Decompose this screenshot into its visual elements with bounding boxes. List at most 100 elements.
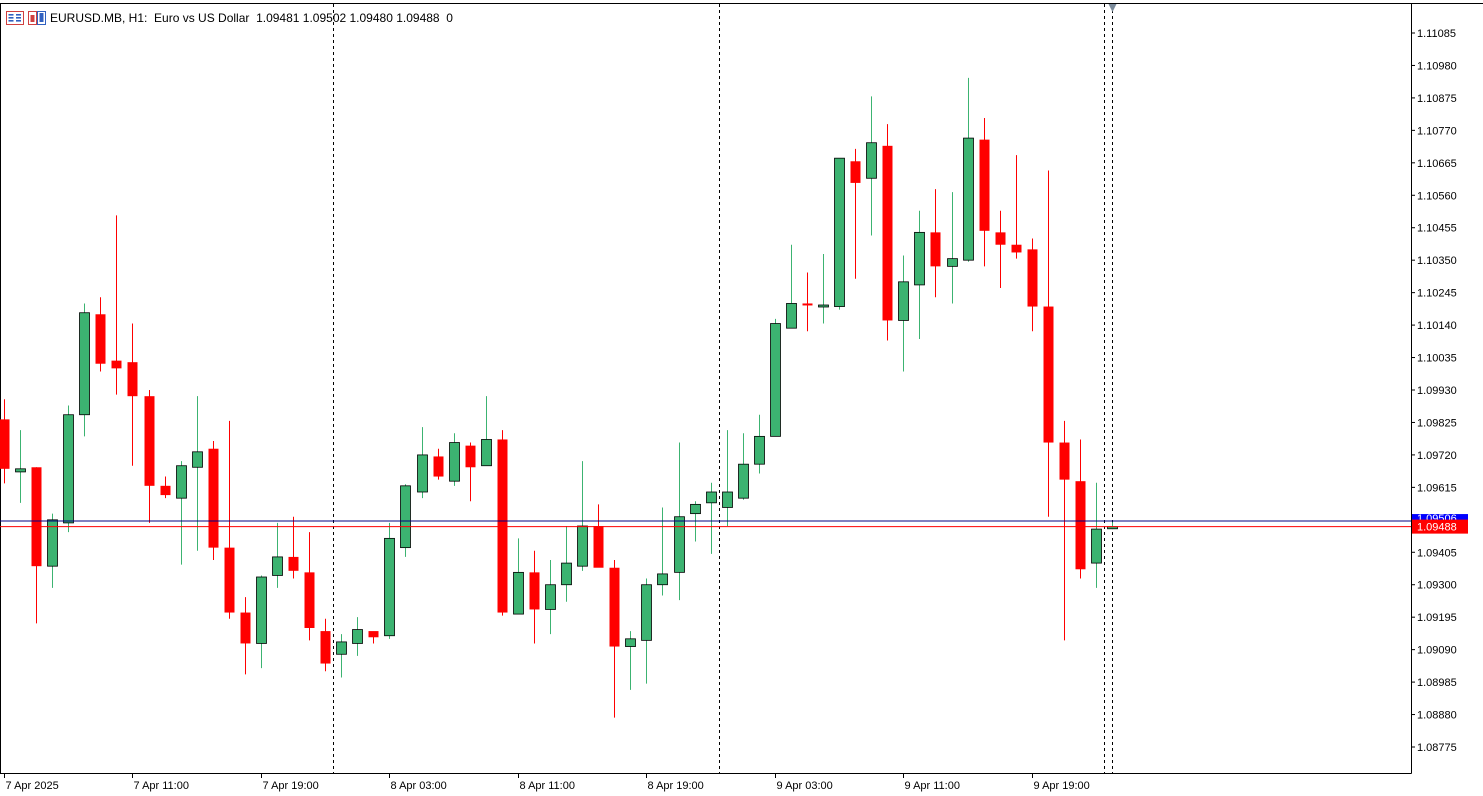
bull-candle <box>866 96 877 236</box>
candle-body <box>0 419 10 469</box>
x-tick-label: 7 Apr 2025 <box>6 780 59 792</box>
x-tick-label: 9 Apr 11:00 <box>905 780 960 792</box>
candle-body <box>754 435 765 465</box>
y-tick-label: 1.10980 <box>1417 60 1457 72</box>
candle-body <box>513 571 524 615</box>
candle-body <box>208 448 219 548</box>
bull-candle <box>15 430 26 503</box>
y-tick-label: 1.10455 <box>1417 223 1457 235</box>
bull-candle <box>722 430 733 526</box>
y-tick-label: 1.10140 <box>1417 320 1457 332</box>
y-tick-label: 1.09825 <box>1417 417 1457 429</box>
candle-body <box>770 323 781 437</box>
x-tick-label: 9 Apr 03:00 <box>777 780 833 792</box>
bear-candle <box>1011 155 1022 259</box>
candle-body <box>914 231 925 286</box>
bull-candle <box>1091 482 1102 588</box>
candle-body <box>995 232 1006 245</box>
candle-body <box>1075 481 1086 570</box>
candle-body <box>930 232 941 267</box>
bull-candle <box>834 157 845 310</box>
bear-candle <box>1043 170 1054 517</box>
y-tick-label: 1.08880 <box>1417 710 1457 722</box>
candle-body <box>240 612 251 644</box>
candle-body <box>786 303 797 329</box>
bull-candle <box>79 303 90 437</box>
bull-candle <box>561 526 572 602</box>
bear-candle <box>127 323 138 466</box>
candle-body <box>288 556 299 571</box>
candle-body <box>898 281 909 321</box>
bear-candle <box>31 467 42 624</box>
candle-body <box>433 456 444 477</box>
bull-candle <box>256 575 267 669</box>
bull-candle <box>545 560 556 635</box>
candle-body <box>722 491 733 508</box>
candle-body <box>95 314 106 364</box>
x-tick-label: 7 Apr 11:00 <box>134 780 189 792</box>
candle-body <box>802 303 813 306</box>
bull-candle <box>481 396 492 467</box>
bear-candle <box>802 272 813 332</box>
candle-body <box>577 525 588 567</box>
candle-body <box>818 304 829 308</box>
bear-candle <box>465 442 476 502</box>
bear-candle <box>1059 420 1070 641</box>
candle-body <box>127 362 138 397</box>
candle-body <box>641 584 652 641</box>
candle-body <box>947 258 958 267</box>
candle-body <box>192 451 203 468</box>
bull-candle <box>738 433 749 500</box>
x-tick-label: 7 Apr 19:00 <box>263 780 319 792</box>
candle-body <box>304 572 315 628</box>
candle-body <box>1059 442 1070 480</box>
bear-candle <box>529 550 540 644</box>
bull-candle <box>1107 522 1118 530</box>
candle-body <box>706 491 717 504</box>
y-tick-label: 1.10770 <box>1417 125 1457 137</box>
candle-body <box>400 485 411 549</box>
candle-body <box>224 547 235 613</box>
candle-body <box>866 142 877 179</box>
bear-candle <box>304 532 315 641</box>
candle-body <box>15 468 26 473</box>
candle-body <box>834 157 845 307</box>
bull-candle <box>336 634 347 678</box>
candle-body <box>657 573 668 586</box>
candle-body <box>625 638 636 647</box>
bear-candle <box>160 476 171 499</box>
bull-candle <box>963 77 974 262</box>
bear-candle <box>288 516 299 579</box>
candle-body <box>368 631 379 638</box>
bull-candle <box>384 522 395 639</box>
candle-body <box>529 572 540 610</box>
y-tick-label: 1.09090 <box>1417 645 1457 657</box>
y-tick-label: 1.10035 <box>1417 353 1457 365</box>
bull-candle <box>176 461 187 565</box>
bull-candle <box>192 396 203 551</box>
x-tick-label: 9 Apr 19:00 <box>1034 780 1090 792</box>
bid-price-tag-label: 1.09488 <box>1417 522 1457 534</box>
candle-body <box>850 161 861 183</box>
one-click-trading-icon[interactable] <box>28 11 46 25</box>
candle-body <box>674 516 685 573</box>
bull-candle <box>513 538 524 615</box>
candle-body <box>111 360 122 369</box>
candle-window-icon[interactable] <box>6 11 24 25</box>
candle-body <box>160 485 171 496</box>
candle-body <box>497 439 508 613</box>
bear-candle <box>111 215 122 395</box>
candle-body <box>79 312 90 416</box>
symbol-label: EURUSD.MB, H1: <box>50 11 148 25</box>
bear-candle <box>144 390 155 523</box>
candle-body <box>352 629 363 644</box>
candle-body <box>449 442 460 482</box>
symbol-description: Euro vs US Dollar <box>154 11 250 25</box>
bull-candle <box>770 318 781 437</box>
bear-candle <box>95 297 106 372</box>
y-tick-label: 1.10350 <box>1417 255 1457 267</box>
candle-body <box>144 396 155 486</box>
bear-candle <box>930 189 941 298</box>
